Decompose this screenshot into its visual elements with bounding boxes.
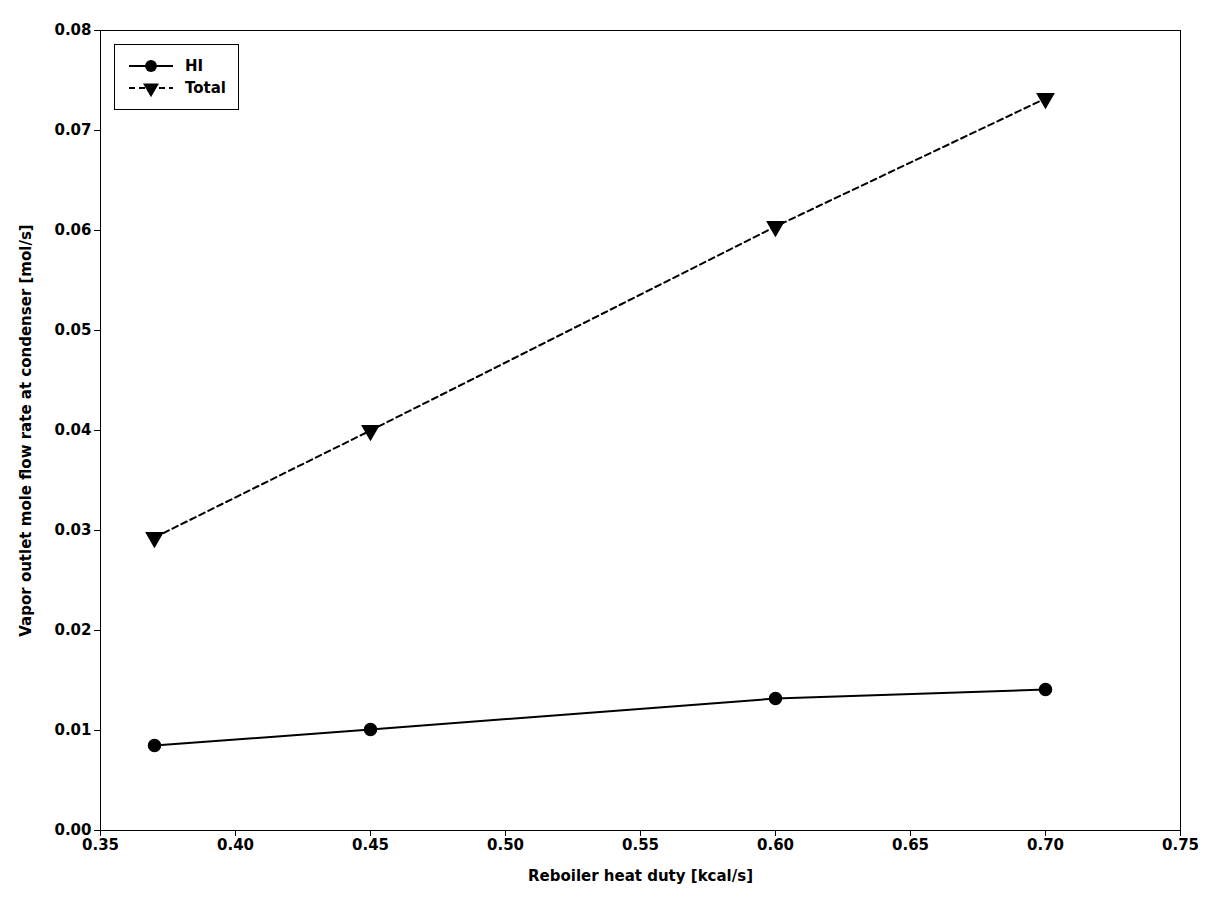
svg-text:0.75: 0.75 [1162,836,1199,854]
svg-text:0.04: 0.04 [54,421,91,439]
svg-text:0.06: 0.06 [54,221,91,239]
svg-text:0.02: 0.02 [54,621,91,639]
svg-text:0.45: 0.45 [352,836,389,854]
svg-text:Vapor outlet mole flow rate at: Vapor outlet mole flow rate at condenser… [17,224,35,636]
svg-text:0.03: 0.03 [54,521,91,539]
svg-text:0.07: 0.07 [54,121,91,139]
svg-text:0.40: 0.40 [217,836,254,854]
svg-text:0.08: 0.08 [54,21,91,39]
svg-text:0.50: 0.50 [487,836,524,854]
html-text:HI: HI [185,57,204,75]
html-text:Total: Total [185,79,226,97]
svg-text:0.65: 0.65 [892,836,929,854]
svg-text:0.00: 0.00 [54,821,92,840]
svg-text:0.70: 0.70 [1027,836,1064,854]
svg-text:0.35: 0.35 [82,836,119,854]
svg-text:0.55: 0.55 [622,836,659,854]
svg-text:0.05: 0.05 [54,321,91,339]
svg-text:0.01: 0.01 [54,721,91,739]
svg-text:0.60: 0.60 [757,836,794,854]
svg-text:Reboiler heat duty [kcal/s]: Reboiler heat duty [kcal/s] [528,867,753,885]
